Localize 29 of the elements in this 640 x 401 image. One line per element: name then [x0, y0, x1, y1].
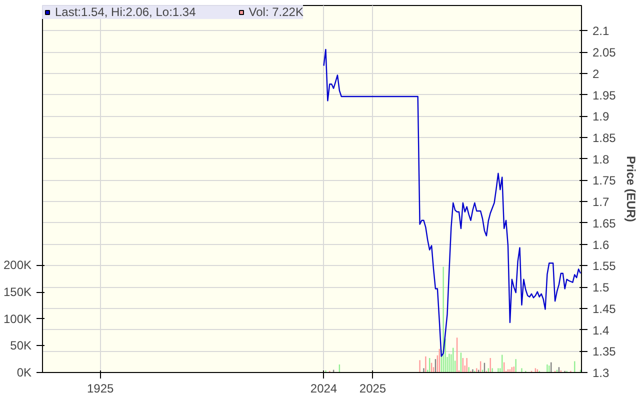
y2-tick-label: 1.6 — [592, 238, 610, 252]
y2-tick-label: 1.85 — [592, 131, 616, 146]
y2-tick-label: 2.05 — [592, 46, 616, 60]
y2-tick-label: 2 — [592, 66, 600, 81]
y-tick-label: 200K — [3, 258, 32, 272]
legend-label: Last:1.54, Hi:2.06, Lo:1.34 — [55, 5, 196, 19]
y2-tick-label: 1.9 — [592, 110, 610, 124]
y2-axis-title: Price (EUR) — [624, 156, 638, 222]
y2-tick-label: 1.7 — [592, 195, 610, 210]
legend-label: Vol: 7.22K — [248, 5, 304, 19]
y2-tick-label: 1.8 — [592, 152, 610, 166]
x-tick-label: 2025 — [359, 382, 386, 396]
y2-tick-label: 1.55 — [592, 259, 616, 274]
line-series — [323, 48, 582, 357]
y-tick-label: 100K — [3, 312, 32, 326]
y2-tick-label: 1.4 — [592, 323, 610, 338]
y-tick-label: 150K — [3, 285, 32, 300]
x-tick-label: 1925 — [86, 382, 114, 396]
y2-tick-label: 2.1 — [592, 24, 610, 38]
y2-tick-label: 1.5 — [592, 280, 610, 295]
y2-tick-label: 1.35 — [592, 344, 616, 359]
y2-tick-label: 1.3 — [592, 366, 610, 380]
y2-tick-label: 1.65 — [592, 216, 616, 230]
y-tick-label: 0K — [16, 366, 32, 380]
x-tick-label: 2024 — [310, 382, 338, 396]
y2-tick-label: 1.45 — [592, 302, 616, 316]
y-tick-label: 50K — [10, 338, 32, 353]
y2-tick-label: 1.95 — [592, 88, 616, 102]
y2-tick-label: 1.75 — [592, 174, 616, 188]
